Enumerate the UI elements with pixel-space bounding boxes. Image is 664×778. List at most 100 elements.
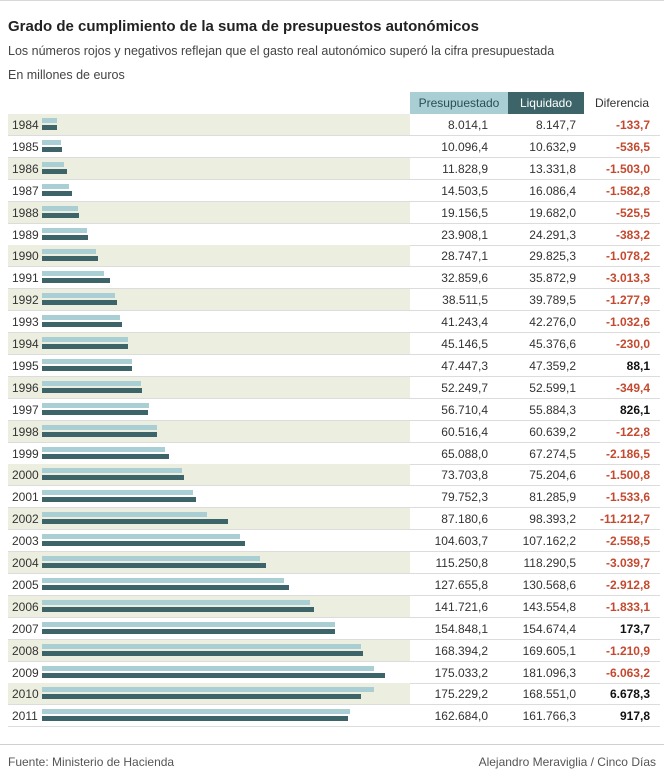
value-liquidado: 13.331,8 <box>529 161 576 176</box>
bar-liquidado <box>42 497 196 503</box>
value-diferencia: -2.558,5 <box>605 534 650 549</box>
value-presupuestado: 141.721,6 <box>434 599 488 614</box>
value-diferencia: 173,7 <box>619 621 650 636</box>
year-label: 2011 <box>12 709 38 724</box>
value-liquidado: 19.682,0 <box>529 205 576 220</box>
value-liquidado: 10.632,9 <box>529 139 576 154</box>
value-presupuestado: 175.229,2 <box>434 687 488 702</box>
value-liquidado: 45.376,6 <box>529 337 576 351</box>
value-diferencia: -1.503,0 <box>605 161 650 176</box>
value-presupuestado: 56.710,4 <box>441 402 488 417</box>
year-label: 2001 <box>12 490 39 505</box>
table-row: 2002 87.180,6 98.393,2 -11.212,7 <box>8 508 660 531</box>
bar-presupuestado <box>42 183 70 189</box>
value-liquidado: 35.872,9 <box>529 271 576 286</box>
value-liquidado: 181.096,3 <box>522 665 576 680</box>
source-note: Fuente: Ministerio de Hacienda <box>8 755 175 769</box>
value-liquidado: 60.639,2 <box>529 424 576 439</box>
value-diferencia: -11.212,7 <box>599 512 650 527</box>
chart-title: Grado de cumplimiento de la suma de pres… <box>8 18 479 35</box>
value-diferencia: -1.833,1 <box>605 599 650 614</box>
value-liquidado: 52.599,1 <box>529 380 576 395</box>
value-diferencia: -133,7 <box>615 118 650 132</box>
year-label: 2002 <box>12 512 39 527</box>
year-label: 2010 <box>12 687 39 702</box>
bar-liquidado <box>42 278 110 284</box>
bar-presupuestado <box>42 380 141 386</box>
value-presupuestado: 104.603,7 <box>434 534 488 549</box>
top-rule <box>0 0 664 1</box>
value-diferencia: 88,1 <box>626 358 650 373</box>
table-row: 2011 162.684,0 161.766,3 917,8 <box>8 705 660 728</box>
table-row: 1988 19.156,5 19.682,0 -525,5 <box>8 201 660 224</box>
year-label: 1999 <box>12 446 39 461</box>
value-diferencia: -3.013,3 <box>605 271 650 286</box>
bar-presupuestado <box>42 490 194 496</box>
year-label: 1996 <box>12 380 39 395</box>
bar-liquidado <box>42 365 132 371</box>
table-row: 1989 23.908,1 24.291,3 -383,2 <box>8 224 660 246</box>
table-row: 1996 52.249,7 52.599,1 -349,4 <box>8 376 660 399</box>
year-label: 1991 <box>12 271 39 286</box>
value-liquidado: 16.086,4 <box>529 183 576 198</box>
year-label: 1990 <box>12 249 39 264</box>
value-diferencia: -1.533,6 <box>605 490 650 505</box>
year-label: 1985 <box>12 139 39 154</box>
bar-liquidado <box>42 322 123 328</box>
unit-note: En millones de euros <box>8 68 125 82</box>
bar-presupuestado <box>42 621 336 627</box>
value-presupuestado: 38.511,5 <box>442 293 488 308</box>
value-diferencia: 826,1 <box>619 402 650 417</box>
value-liquidado: 168.551,0 <box>522 687 576 702</box>
bar-presupuestado <box>42 599 311 605</box>
year-label: 1995 <box>12 358 39 373</box>
table-row: 1985 10.096,4 10.632,9 -536,5 <box>8 136 660 158</box>
value-liquidado: 55.884,3 <box>529 402 576 417</box>
table-row: 2004 115.250,8 118.290,5 -3.039,7 <box>8 552 660 574</box>
table-row: 1995 47.447,3 47.359,2 88,1 <box>8 355 660 377</box>
bottom-rule <box>0 744 664 745</box>
value-liquidado: 39.789,5 <box>529 293 576 308</box>
value-liquidado: 130.568,6 <box>522 577 576 592</box>
bar-liquidado <box>42 212 80 218</box>
value-presupuestado: 10.096,4 <box>441 139 488 154</box>
value-liquidado: 169.605,1 <box>522 643 576 658</box>
value-diferencia: -1.277,9 <box>605 293 650 308</box>
value-diferencia: -525,5 <box>615 205 650 220</box>
table-row: 2008 168.394,2 169.605,1 -1.210,9 <box>8 639 660 662</box>
value-liquidado: 8.147,7 <box>535 118 576 132</box>
bar-liquidado <box>42 672 385 678</box>
header-liquidado: Liquidado <box>508 92 584 114</box>
value-presupuestado: 175.033,2 <box>434 665 488 680</box>
bar-liquidado <box>42 716 349 722</box>
bar-liquidado <box>42 519 229 525</box>
table-row: 1991 32.859,6 35.872,9 -3.013,3 <box>8 267 660 290</box>
year-label: 2003 <box>12 534 39 549</box>
value-presupuestado: 162.684,0 <box>434 709 488 724</box>
value-presupuestado: 154.848,1 <box>434 621 488 636</box>
value-liquidado: 75.204,6 <box>529 468 576 483</box>
value-liquidado: 29.825,3 <box>529 249 576 264</box>
year-label: 2009 <box>12 665 39 680</box>
value-presupuestado: 87.180,6 <box>441 512 488 527</box>
bar-liquidado <box>42 650 364 656</box>
bar-liquidado <box>42 584 290 590</box>
header-diferencia: Diferencia <box>594 96 650 110</box>
value-liquidado: 107.162,2 <box>522 534 576 549</box>
table-row: 2007 154.848,1 154.674,4 173,7 <box>8 618 660 640</box>
table-row: 1993 41.243,4 42.276,0 -1.032,6 <box>8 311 660 334</box>
value-diferencia: -1.078,2 <box>605 249 650 264</box>
value-presupuestado: 52.249,7 <box>441 380 488 395</box>
bar-liquidado <box>42 475 185 481</box>
table-row: 1984 8.014,1 8.147,7 -133,7 <box>8 114 660 136</box>
value-presupuestado: 8.014,1 <box>447 118 488 132</box>
bar-presupuestado <box>42 534 241 540</box>
bar-presupuestado <box>42 227 88 233</box>
value-diferencia: -122,8 <box>615 424 650 439</box>
value-liquidado: 24.291,3 <box>529 227 576 242</box>
value-diferencia: 6.678,3 <box>609 687 650 702</box>
header-presupuestado: Presupuestado <box>410 92 508 114</box>
bar-liquidado <box>42 453 170 459</box>
table-row: 2006 141.721,6 143.554,8 -1.833,1 <box>8 595 660 618</box>
value-presupuestado: 14.503,5 <box>441 183 488 198</box>
